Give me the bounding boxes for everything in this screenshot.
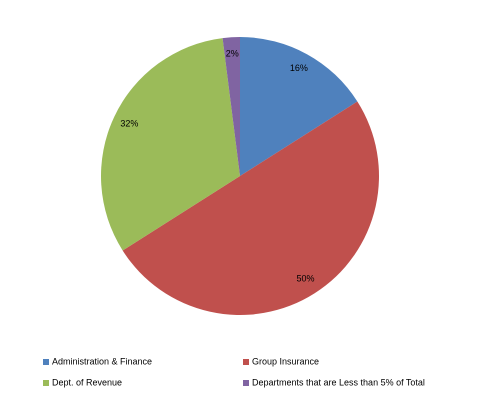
legend-label: Administration & Finance [52, 356, 152, 366]
legend-label: Departments that are Less than 5% of Tot… [252, 377, 425, 387]
pie-slice [222, 37, 240, 176]
legend-marker [43, 380, 49, 386]
data-label: 2% [226, 48, 239, 58]
data-label: 32% [120, 118, 138, 128]
data-label: 16% [290, 63, 308, 73]
legend-marker [43, 359, 49, 365]
pie-slice [240, 37, 358, 176]
legend-marker [243, 380, 249, 386]
legend-label: Group Insurance [252, 356, 319, 366]
pie-slice [101, 38, 240, 251]
legend-label: Dept. of Revenue [52, 377, 122, 387]
legend-marker [243, 359, 249, 365]
pie-slice [122, 101, 379, 316]
data-label: 50% [297, 274, 315, 284]
